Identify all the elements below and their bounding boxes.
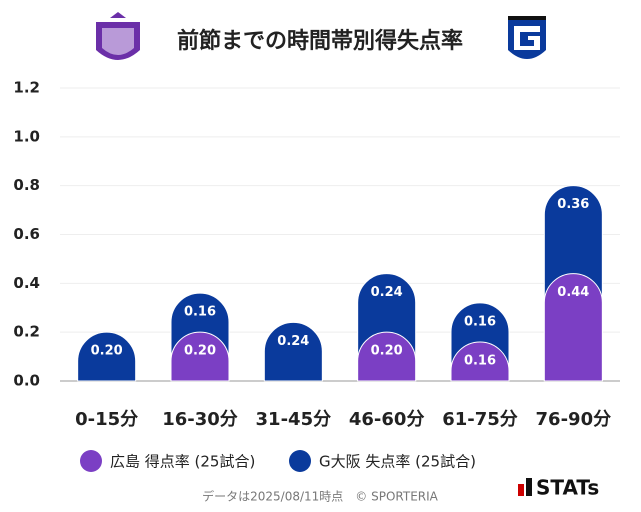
data-label: 0.24 — [371, 285, 403, 300]
source-note: データは2025/08/11時点 © SPORTERIA — [202, 489, 439, 504]
data-label: 0.20 — [184, 344, 216, 359]
bar-segment — [450, 341, 510, 382]
data-label: 0.20 — [91, 344, 123, 359]
y-tick-label: 0.4 — [13, 274, 40, 292]
data-label: 0.16 — [464, 353, 496, 368]
y-tick-label: 0.6 — [13, 225, 40, 243]
legend-swatch — [80, 450, 102, 472]
data-label: 0.20 — [371, 344, 403, 359]
x-tick-label: 61-75分 — [442, 409, 518, 430]
bar-segment — [357, 331, 417, 382]
legend-label: G大阪 失点率 (25試合) — [319, 453, 476, 471]
data-label: 0.44 — [557, 285, 589, 300]
data-label: 0.16 — [184, 305, 216, 320]
x-tick-label: 0-15分 — [75, 409, 138, 430]
bar-segment — [543, 273, 603, 382]
y-tick-label: 1.0 — [13, 127, 40, 145]
x-tick-label: 46-60分 — [349, 409, 425, 430]
legend-swatch — [289, 450, 311, 472]
brand-logo — [518, 478, 532, 496]
x-tick-label: 76-90分 — [536, 409, 612, 430]
chart-title: 前節までの時間帯別得失点率 — [177, 28, 463, 54]
data-label: 0.36 — [557, 197, 589, 212]
brand: STATs — [536, 476, 599, 500]
data-label: 0.24 — [277, 334, 309, 349]
y-tick-label: 1.2 — [13, 79, 40, 97]
x-tick-label: 31-45分 — [256, 409, 332, 430]
legend-label: 広島 得点率 (25試合) — [110, 453, 255, 471]
y-tick-label: 0.2 — [13, 323, 40, 341]
x-tick-label: 16-30分 — [162, 409, 238, 430]
data-label: 0.16 — [464, 314, 496, 329]
home-logo — [96, 12, 140, 60]
away-logo — [508, 16, 546, 59]
y-tick-label: 0.8 — [13, 176, 40, 194]
bar-segment — [77, 331, 137, 382]
bar-segment — [263, 321, 323, 382]
bar-segment — [170, 331, 230, 382]
y-tick-label: 0.0 — [13, 372, 40, 390]
